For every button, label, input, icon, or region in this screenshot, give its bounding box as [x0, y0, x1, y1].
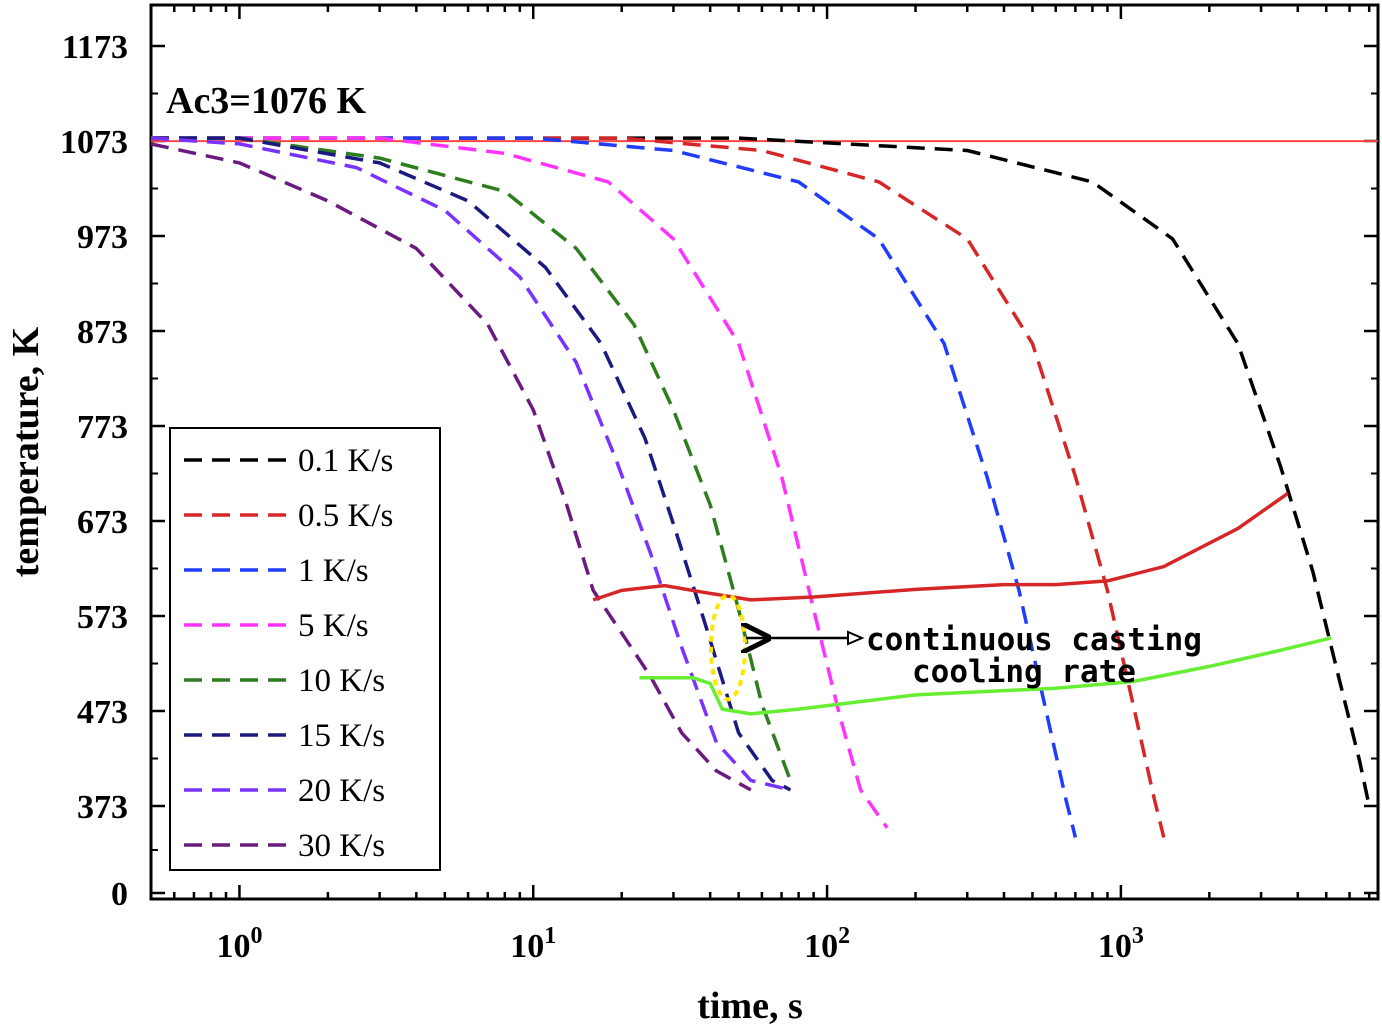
y-tick-label: 373 [77, 789, 128, 826]
x-tick-label: 102 [804, 923, 850, 965]
y-tick-label: 773 [77, 409, 128, 446]
series-line-1 [151, 136, 1166, 838]
series-line-2 [151, 136, 1078, 838]
boundary-curve-8 [592, 491, 1289, 602]
legend-label: 15 K/s [298, 718, 385, 754]
boundary-curve-9 [639, 636, 1332, 716]
y-tick-label: 473 [77, 694, 128, 731]
y-tick-label: 1073 [60, 124, 128, 161]
series-layer [151, 136, 1371, 838]
x-tick-label: 101 [510, 923, 556, 965]
series-line-5 [151, 136, 792, 792]
plot-frame [149, 3, 1380, 901]
series-line-6 [151, 136, 791, 792]
y-tick-label: 873 [77, 314, 128, 351]
legend-label: 30 K/s [298, 828, 385, 864]
series-line-0 [151, 136, 1371, 807]
legend: 0.1 K/s 0.5 K/s 1 K/s 5 K/s 10 K/s 15 K/s 20 K… [169, 427, 441, 871]
y-tick-label: 973 [77, 219, 128, 256]
series-line-3 [151, 136, 889, 829]
annotation-cc-line2: cooling rate [912, 654, 1136, 690]
legend-label: 10 K/s [298, 663, 385, 699]
legend-label: 1 K/s [298, 553, 369, 589]
x-tick-label: 103 [1098, 923, 1144, 965]
x-tick-labels: 100 101 102 103 [216, 923, 1143, 965]
y-tick-label: 1173 [62, 29, 128, 66]
y-tick-label: 573 [77, 599, 128, 636]
y-tick-label: 673 [77, 504, 128, 541]
x-axis-title: time, s [697, 985, 803, 1027]
y-tick-labels: 0 373 473 573 673 773 873 973 1073 1173 [60, 29, 128, 913]
series-line-7 [151, 142, 752, 792]
x-tick-label: 100 [216, 923, 262, 965]
legend-label: 20 K/s [298, 773, 385, 809]
annotation-cc-line1: continuous casting [866, 622, 1202, 658]
legend-label: 0.5 K/s [298, 498, 393, 534]
axis-ticks [149, 5, 1378, 899]
legend-label: 0.1 K/s [298, 443, 393, 479]
annotation-arrow-tail [847, 630, 865, 646]
legend-box [169, 427, 441, 871]
legend-label: 5 K/s [298, 608, 369, 644]
y-tick-label: 0 [111, 876, 128, 913]
ac3-annotation: Ac3=1076 K [166, 80, 366, 122]
y-axis-title: temperature, K [5, 326, 47, 577]
